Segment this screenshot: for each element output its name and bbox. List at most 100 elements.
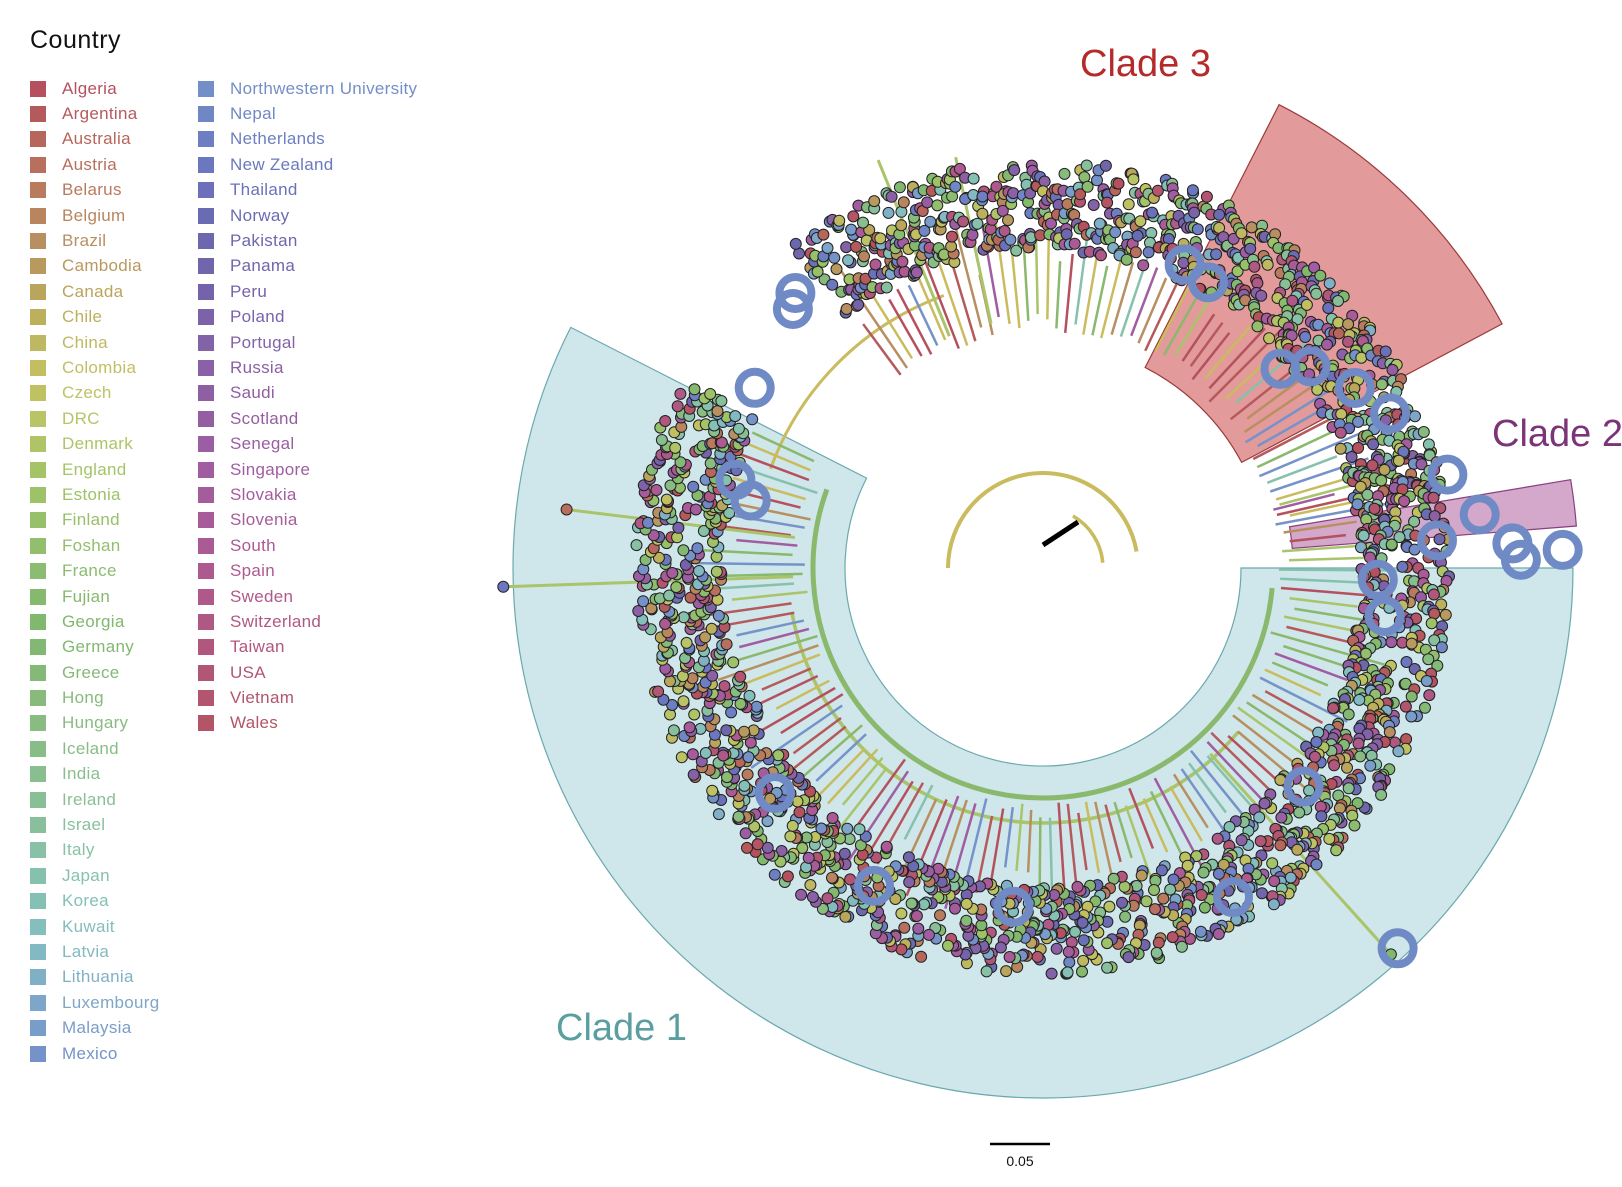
tip-node <box>1405 710 1418 723</box>
tip-node <box>1415 458 1428 471</box>
legend-swatch <box>198 715 214 732</box>
tip-node <box>921 196 934 209</box>
branch <box>1137 277 1168 344</box>
highlight-ring <box>734 367 775 408</box>
legend-item: Poland <box>198 305 417 330</box>
legend-swatch <box>30 131 46 148</box>
legend-swatch <box>30 182 46 199</box>
legend-label: Netherlands <box>230 129 325 149</box>
legend-label: Peru <box>230 281 268 301</box>
branch <box>1113 801 1133 859</box>
tip-node <box>1266 857 1279 870</box>
tree-tips <box>497 159 1455 980</box>
tip-node <box>720 638 733 651</box>
tip-node <box>768 868 781 881</box>
legend-swatch <box>198 80 214 97</box>
tip-node <box>1375 378 1388 391</box>
tip-node <box>637 595 650 608</box>
legend-item: Australia <box>30 127 160 152</box>
legend-swatch <box>30 690 46 707</box>
legend-swatch <box>30 969 46 986</box>
branch <box>1063 253 1074 334</box>
tip-node <box>1261 258 1274 271</box>
tip-node <box>734 670 747 683</box>
tip-node <box>699 747 712 759</box>
branch <box>721 572 803 578</box>
legend-item: Thailand <box>198 178 417 203</box>
tip-node <box>1146 206 1159 219</box>
legend-swatch <box>30 791 46 808</box>
highlight-ring <box>1427 454 1468 495</box>
tip-node <box>1063 956 1076 969</box>
branch <box>1188 762 1227 814</box>
legend-item: Hungary <box>30 711 160 736</box>
legend-swatch <box>30 563 46 580</box>
tip-node <box>729 410 742 423</box>
tip-node <box>833 214 846 227</box>
legend-swatch <box>30 537 46 554</box>
tip-node <box>1378 463 1391 476</box>
highlight-ring <box>715 459 756 500</box>
tip-node <box>1352 441 1365 454</box>
branch <box>687 561 805 566</box>
tip-node <box>786 819 799 832</box>
tip-node <box>1300 298 1313 311</box>
legend-item: France <box>30 558 160 583</box>
branch <box>1280 577 1370 585</box>
branch <box>1082 251 1099 335</box>
legend-swatch <box>30 461 46 478</box>
tip-node <box>727 656 740 669</box>
branch <box>1015 803 1024 872</box>
tip-node <box>1419 701 1431 714</box>
tip-node <box>895 907 908 920</box>
legend-item: Latvia <box>30 939 160 964</box>
legend-item: Iceland <box>30 736 160 761</box>
tip-node <box>734 697 747 710</box>
legend-item: Switzerland <box>198 609 417 634</box>
tip-node <box>1422 653 1435 666</box>
tip-node <box>1353 693 1366 706</box>
tip-node <box>945 230 958 243</box>
tip-node <box>688 708 701 721</box>
legend-item: Georgia <box>30 609 160 634</box>
tip-node <box>949 180 962 193</box>
branch <box>1266 455 1338 484</box>
legend-item: Slovakia <box>198 482 417 507</box>
legend-label: Algeria <box>62 78 118 98</box>
tip-node <box>711 405 724 418</box>
legend-label: Taiwan <box>230 637 285 657</box>
tip-node <box>1330 844 1343 857</box>
branch <box>888 298 923 357</box>
tip-node <box>895 943 908 956</box>
legend-swatch <box>30 918 46 935</box>
tip-node <box>1007 187 1020 200</box>
legend-label: Panama <box>230 256 296 276</box>
tip-node <box>746 413 759 426</box>
tip-node <box>957 215 970 228</box>
branch-arc <box>1072 514 1105 563</box>
tip-node <box>910 266 923 279</box>
tip-node <box>686 748 699 761</box>
legend-swatch <box>30 106 46 123</box>
legend-swatch <box>198 207 214 224</box>
tip-node <box>821 892 834 905</box>
legend-swatch <box>30 842 46 859</box>
legend-label: Belgium <box>62 205 126 225</box>
legend-swatch <box>30 943 46 960</box>
branch <box>1191 332 1231 381</box>
legend-swatch <box>30 359 46 376</box>
tip-node <box>1310 858 1323 871</box>
legend-item: Saudi <box>198 381 417 406</box>
tip-node <box>739 827 752 840</box>
legend-item: Finland <box>30 508 160 533</box>
tip-node <box>1399 700 1412 713</box>
tip-node <box>670 581 683 594</box>
tip-node <box>1135 869 1148 882</box>
branch <box>1077 812 1088 871</box>
legend-label: South <box>230 535 276 555</box>
legend-item: Denmark <box>30 431 160 456</box>
legend-item: Singapore <box>198 457 417 482</box>
legend-label: Senegal <box>230 434 295 454</box>
legend-label: Czech <box>62 383 112 403</box>
legend-item: Israel <box>30 812 160 837</box>
